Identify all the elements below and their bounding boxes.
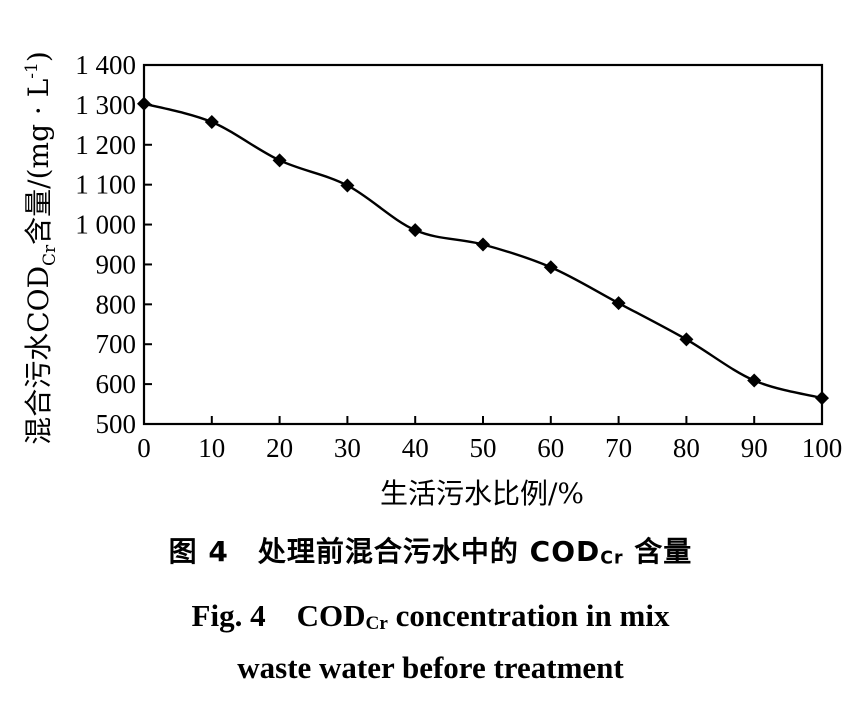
plot-frame-border xyxy=(142,63,824,426)
x-tick-label: 20 xyxy=(266,433,293,463)
figure-caption-chinese: 图 4 处理前混合污水中的 CODCr 含量 xyxy=(0,530,861,570)
x-axis-ticks: 0 10 20 30 40 50 60 70 80 90 100 xyxy=(137,416,842,463)
x-tick-label: 80 xyxy=(673,433,700,463)
y-tick-label: 600 xyxy=(96,369,137,399)
y-tick-label: 500 xyxy=(96,409,137,439)
data-point-marker xyxy=(747,373,762,388)
y-tick-label: 800 xyxy=(96,289,137,319)
y-tick-label: 1 100 xyxy=(75,170,136,200)
caption-en-text-end: concentration in mix xyxy=(387,598,670,633)
y-tick-label: 900 xyxy=(96,249,137,279)
data-point-marker xyxy=(611,296,626,311)
x-tick-label: 70 xyxy=(605,433,632,463)
caption-cn-text-end: 含量 xyxy=(623,535,693,568)
data-point-marker xyxy=(476,237,490,252)
data-point-marker xyxy=(204,115,219,130)
y-tick-label: 1 300 xyxy=(75,90,136,120)
data-point-marker xyxy=(340,178,355,193)
y-axis-ticks: 500 600 700 800 900 1 000 1 100 1 200 1 300 1 400 xyxy=(75,50,152,439)
x-tick-label: 90 xyxy=(741,433,768,463)
caption-cn-subscript: Cr xyxy=(600,548,624,569)
x-tick-label: 10 xyxy=(198,433,225,463)
data-series xyxy=(137,96,829,406)
data-point-marker xyxy=(272,153,287,168)
y-axis-label: 混合污水CODCr含量/(mg · L-1) xyxy=(22,51,60,445)
data-point-marker xyxy=(679,332,694,347)
x-tick-label: 60 xyxy=(537,433,564,463)
y-tick-label: 700 xyxy=(96,329,137,359)
x-tick-label: 30 xyxy=(334,433,361,463)
x-tick-label: 0 xyxy=(137,433,151,463)
data-point-marker xyxy=(543,260,558,275)
plot-frame xyxy=(142,63,824,426)
x-tick-label: 100 xyxy=(802,433,843,463)
caption-en-text: Fig. 4 COD xyxy=(191,598,366,633)
y-tick-label: 1 400 xyxy=(75,50,136,80)
caption-en-subscript: Cr xyxy=(365,612,388,634)
figure-caption-english-line1: Fig. 4 CODCr concentration in mix xyxy=(0,590,861,635)
x-tick-label: 50 xyxy=(470,433,497,463)
x-axis-label: 生活污水比例/% xyxy=(380,477,584,510)
y-tick-label: 1 200 xyxy=(75,130,136,160)
data-point-marker xyxy=(408,223,423,238)
caption-cn-text: 图 4 处理前混合污水中的 COD xyxy=(168,535,601,568)
y-tick-label: 1 000 xyxy=(75,210,136,240)
figure-caption-english-line2: waste water before treatment xyxy=(237,650,624,685)
x-tick-label: 40 xyxy=(402,433,429,463)
